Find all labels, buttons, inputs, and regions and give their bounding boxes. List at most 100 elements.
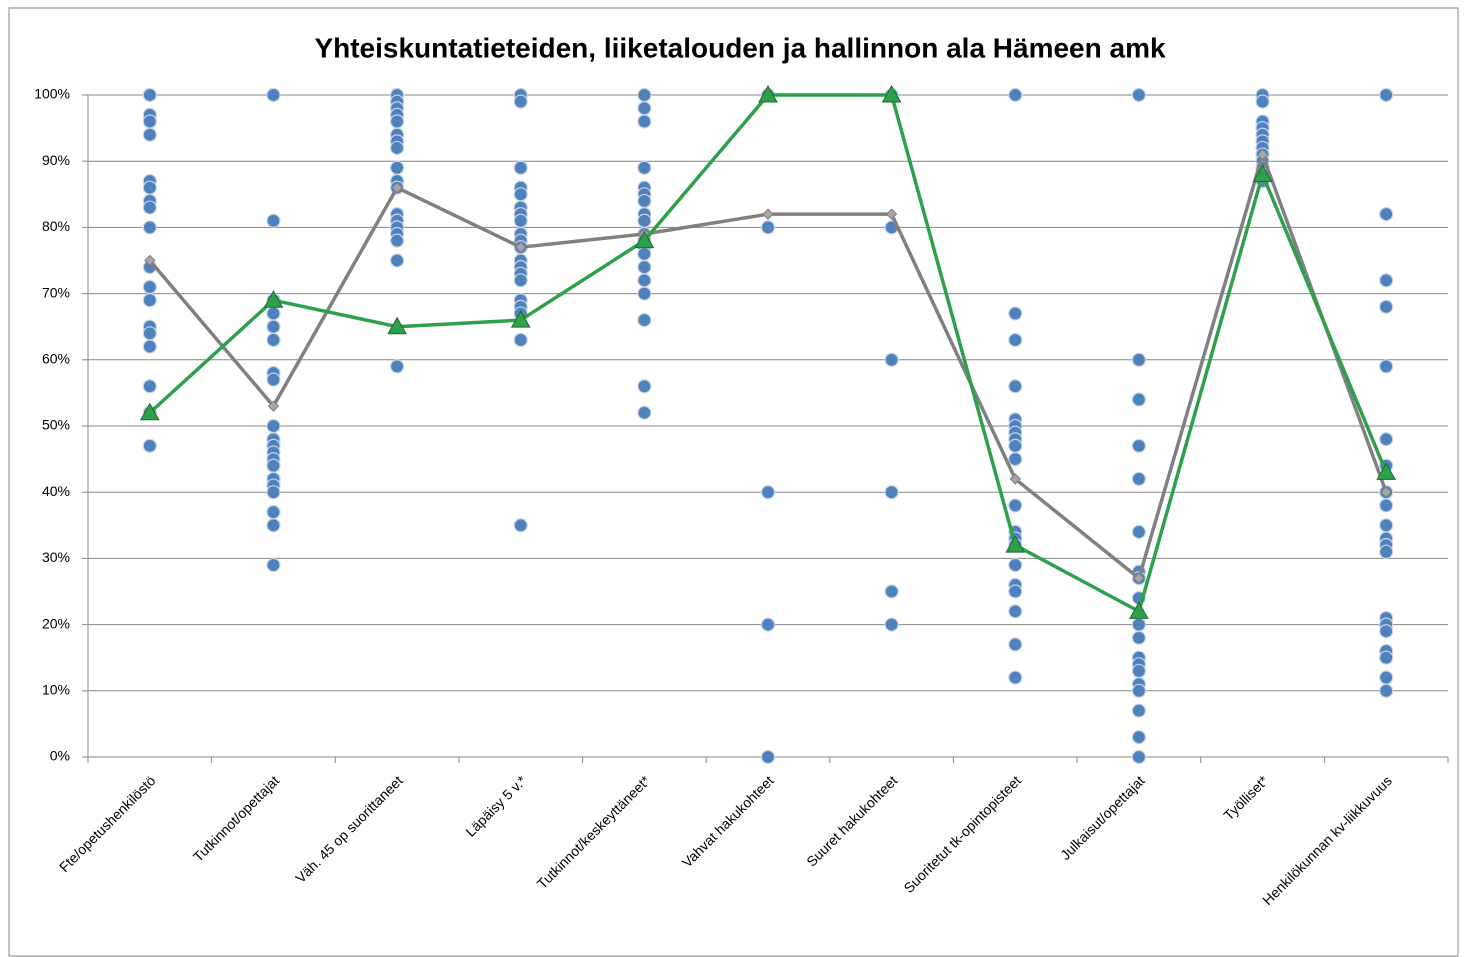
data-point (1379, 359, 1394, 374)
line-marker (1252, 164, 1273, 182)
y-tick-label: 80% (42, 218, 70, 234)
line-marker (139, 402, 160, 421)
data-point (637, 193, 652, 209)
data-point (142, 127, 157, 142)
data-point (637, 286, 652, 301)
data-point (266, 319, 281, 334)
y-tick-label: 40% (42, 483, 70, 499)
data-point (637, 213, 652, 228)
y-tick-label: 10% (42, 682, 70, 698)
data-point (637, 405, 652, 420)
data-point (142, 180, 157, 195)
data-point (142, 326, 157, 341)
data-point (1131, 471, 1147, 487)
data-point (513, 160, 528, 175)
data-point (1008, 584, 1023, 599)
data-point (1131, 392, 1147, 407)
y-tick-label: 60% (42, 351, 70, 367)
data-point (1008, 332, 1023, 348)
chart-title: Yhteiskuntatieteiden, liiketalouden ja h… (314, 32, 1166, 63)
line-marker (1009, 473, 1021, 485)
data-point (389, 114, 405, 129)
data-point (513, 332, 528, 348)
data-point (1008, 637, 1023, 652)
data-point (1131, 730, 1147, 745)
data-point (637, 101, 652, 116)
data-point (1131, 683, 1147, 698)
data-point (142, 220, 157, 235)
data-point (389, 253, 405, 268)
data-point (266, 213, 281, 228)
data-point (637, 114, 652, 129)
data-point (266, 418, 281, 434)
data-point (513, 273, 528, 288)
data-point (1379, 624, 1394, 639)
data-point (389, 359, 405, 374)
data-point (1008, 557, 1023, 573)
data-point (513, 518, 528, 533)
data-point (1008, 498, 1023, 513)
data-point (1131, 87, 1147, 103)
line-marker (391, 181, 403, 194)
data-point (389, 233, 405, 248)
data-point (1379, 273, 1394, 288)
y-tick-label: 70% (42, 284, 70, 300)
data-point (142, 87, 157, 103)
data-point (760, 617, 776, 632)
data-point (266, 504, 281, 520)
line-marker (1005, 535, 1026, 553)
line-marker (263, 290, 284, 308)
data-point (1131, 617, 1147, 632)
line-marker (144, 254, 156, 267)
data-point (1131, 703, 1147, 718)
line-marker (1133, 572, 1145, 584)
y-tick-label: 30% (42, 549, 70, 565)
data-point (1379, 670, 1394, 685)
data-point (884, 617, 899, 632)
data-point (1379, 299, 1394, 314)
data-point (142, 200, 157, 215)
data-point (637, 312, 652, 328)
y-tick-label: 20% (42, 615, 70, 631)
data-point (1379, 544, 1394, 559)
data-point (142, 339, 157, 354)
data-point (266, 485, 281, 500)
data-point (1379, 207, 1394, 222)
data-point (1379, 87, 1394, 103)
data-point (513, 187, 528, 202)
data-point (1379, 683, 1394, 698)
data-point (266, 332, 281, 348)
data-point (637, 160, 652, 175)
data-point (884, 584, 899, 599)
data-point (513, 94, 528, 109)
line-marker (881, 84, 902, 103)
line-marker (267, 400, 280, 412)
data-point (1379, 650, 1394, 665)
chart-border (8, 7, 1459, 957)
y-tick-label: 100% (34, 86, 70, 102)
data-point (637, 273, 652, 288)
data-point (637, 379, 652, 394)
data-point (1008, 438, 1023, 453)
data-point (1131, 630, 1147, 645)
line-marker (885, 208, 898, 220)
data-point (1008, 670, 1023, 685)
data-point (142, 379, 157, 394)
data-point (760, 485, 776, 500)
line-marker (515, 241, 527, 253)
data-point (1008, 87, 1023, 103)
data-point (1008, 604, 1023, 619)
data-point (266, 306, 281, 321)
data-point (142, 438, 157, 453)
data-point (142, 279, 157, 295)
data-point (1131, 438, 1147, 453)
data-point (884, 485, 899, 500)
line-marker (387, 316, 407, 335)
line-marker (758, 84, 778, 103)
data-point (142, 114, 157, 129)
line-marker (1256, 148, 1269, 161)
data-point (637, 246, 652, 261)
data-point (1131, 749, 1147, 765)
